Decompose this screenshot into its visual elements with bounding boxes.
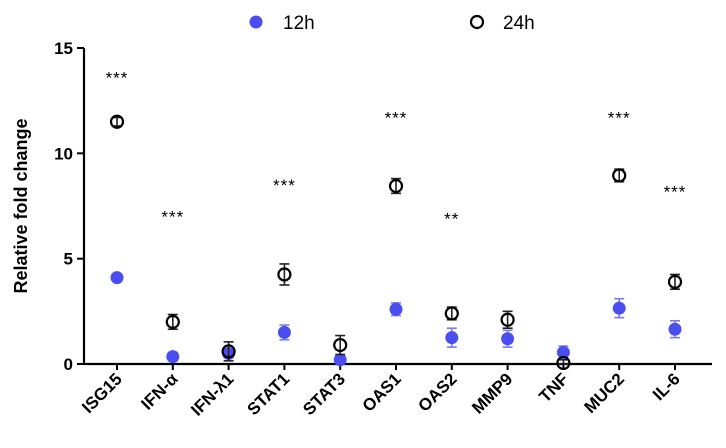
data-point-24h [221,344,236,359]
significance-marker: *** [273,176,296,195]
x-tick-label: ISG15 [78,369,126,417]
data-point-24h [444,306,459,321]
x-tick-label: MMP9 [468,369,516,417]
data-point-12h [166,350,180,364]
data-point-24h [556,355,571,371]
x-tick-label: STAT3 [299,369,349,419]
data-point-24h [109,114,125,129]
data-point-24h [277,267,292,282]
y-tick-label: 0 [64,355,73,374]
significance-marker: *** [106,68,129,87]
x-tick-label: TNF [535,369,572,406]
data-point-24h [667,274,683,289]
legend-marker-12h [249,15,263,29]
x-tick-label: OAS1 [359,369,405,415]
x-tick-label: IL-6 [649,369,684,404]
data-point-24h [165,314,180,329]
x-tick-label: IFN-λ1 [187,369,237,419]
data-point-12h [556,345,570,359]
data-point-12h [668,322,682,336]
data-point-12h [277,325,291,339]
data-point-12h [110,271,124,285]
plot-area: ******************** [106,68,687,371]
y-axis: 0 5 10 15 [54,39,86,374]
data-point-24h [333,337,348,353]
x-tick-label: STAT1 [243,369,293,419]
x-tick-label: IFN-α [137,369,182,414]
x-tick-label: OAS2 [414,369,460,415]
significance-marker: *** [608,109,631,128]
legend-marker-24h [469,14,485,30]
y-tick-label: 5 [64,250,73,269]
data-point-12h [333,353,347,367]
data-point-12h [445,331,459,345]
data-point-24h [500,312,515,327]
legend-label-24h: 24h [503,13,535,34]
y-tick-label: 15 [54,39,73,58]
x-axis: ISG15 IFN-α IFN-λ1 STAT1 STAT3 OAS1 OAS2 MMP9 TN… [78,362,712,420]
legend-label-12h: 12h [283,13,315,34]
x-tick-label: MUC2 [581,369,628,416]
significance-marker: *** [161,208,184,227]
data-point-12h [389,302,403,316]
y-axis-label: Relative fold change [11,118,31,293]
significance-marker: ** [444,210,459,229]
data-point-12h [501,332,515,346]
data-point-24h [612,168,627,183]
significance-marker: *** [664,182,687,201]
data-point-12h [612,301,626,315]
data-point-24h [388,178,404,194]
significance-marker: *** [385,109,408,128]
y-tick-label: 10 [54,144,73,163]
legend: 12h 24h [249,13,535,34]
